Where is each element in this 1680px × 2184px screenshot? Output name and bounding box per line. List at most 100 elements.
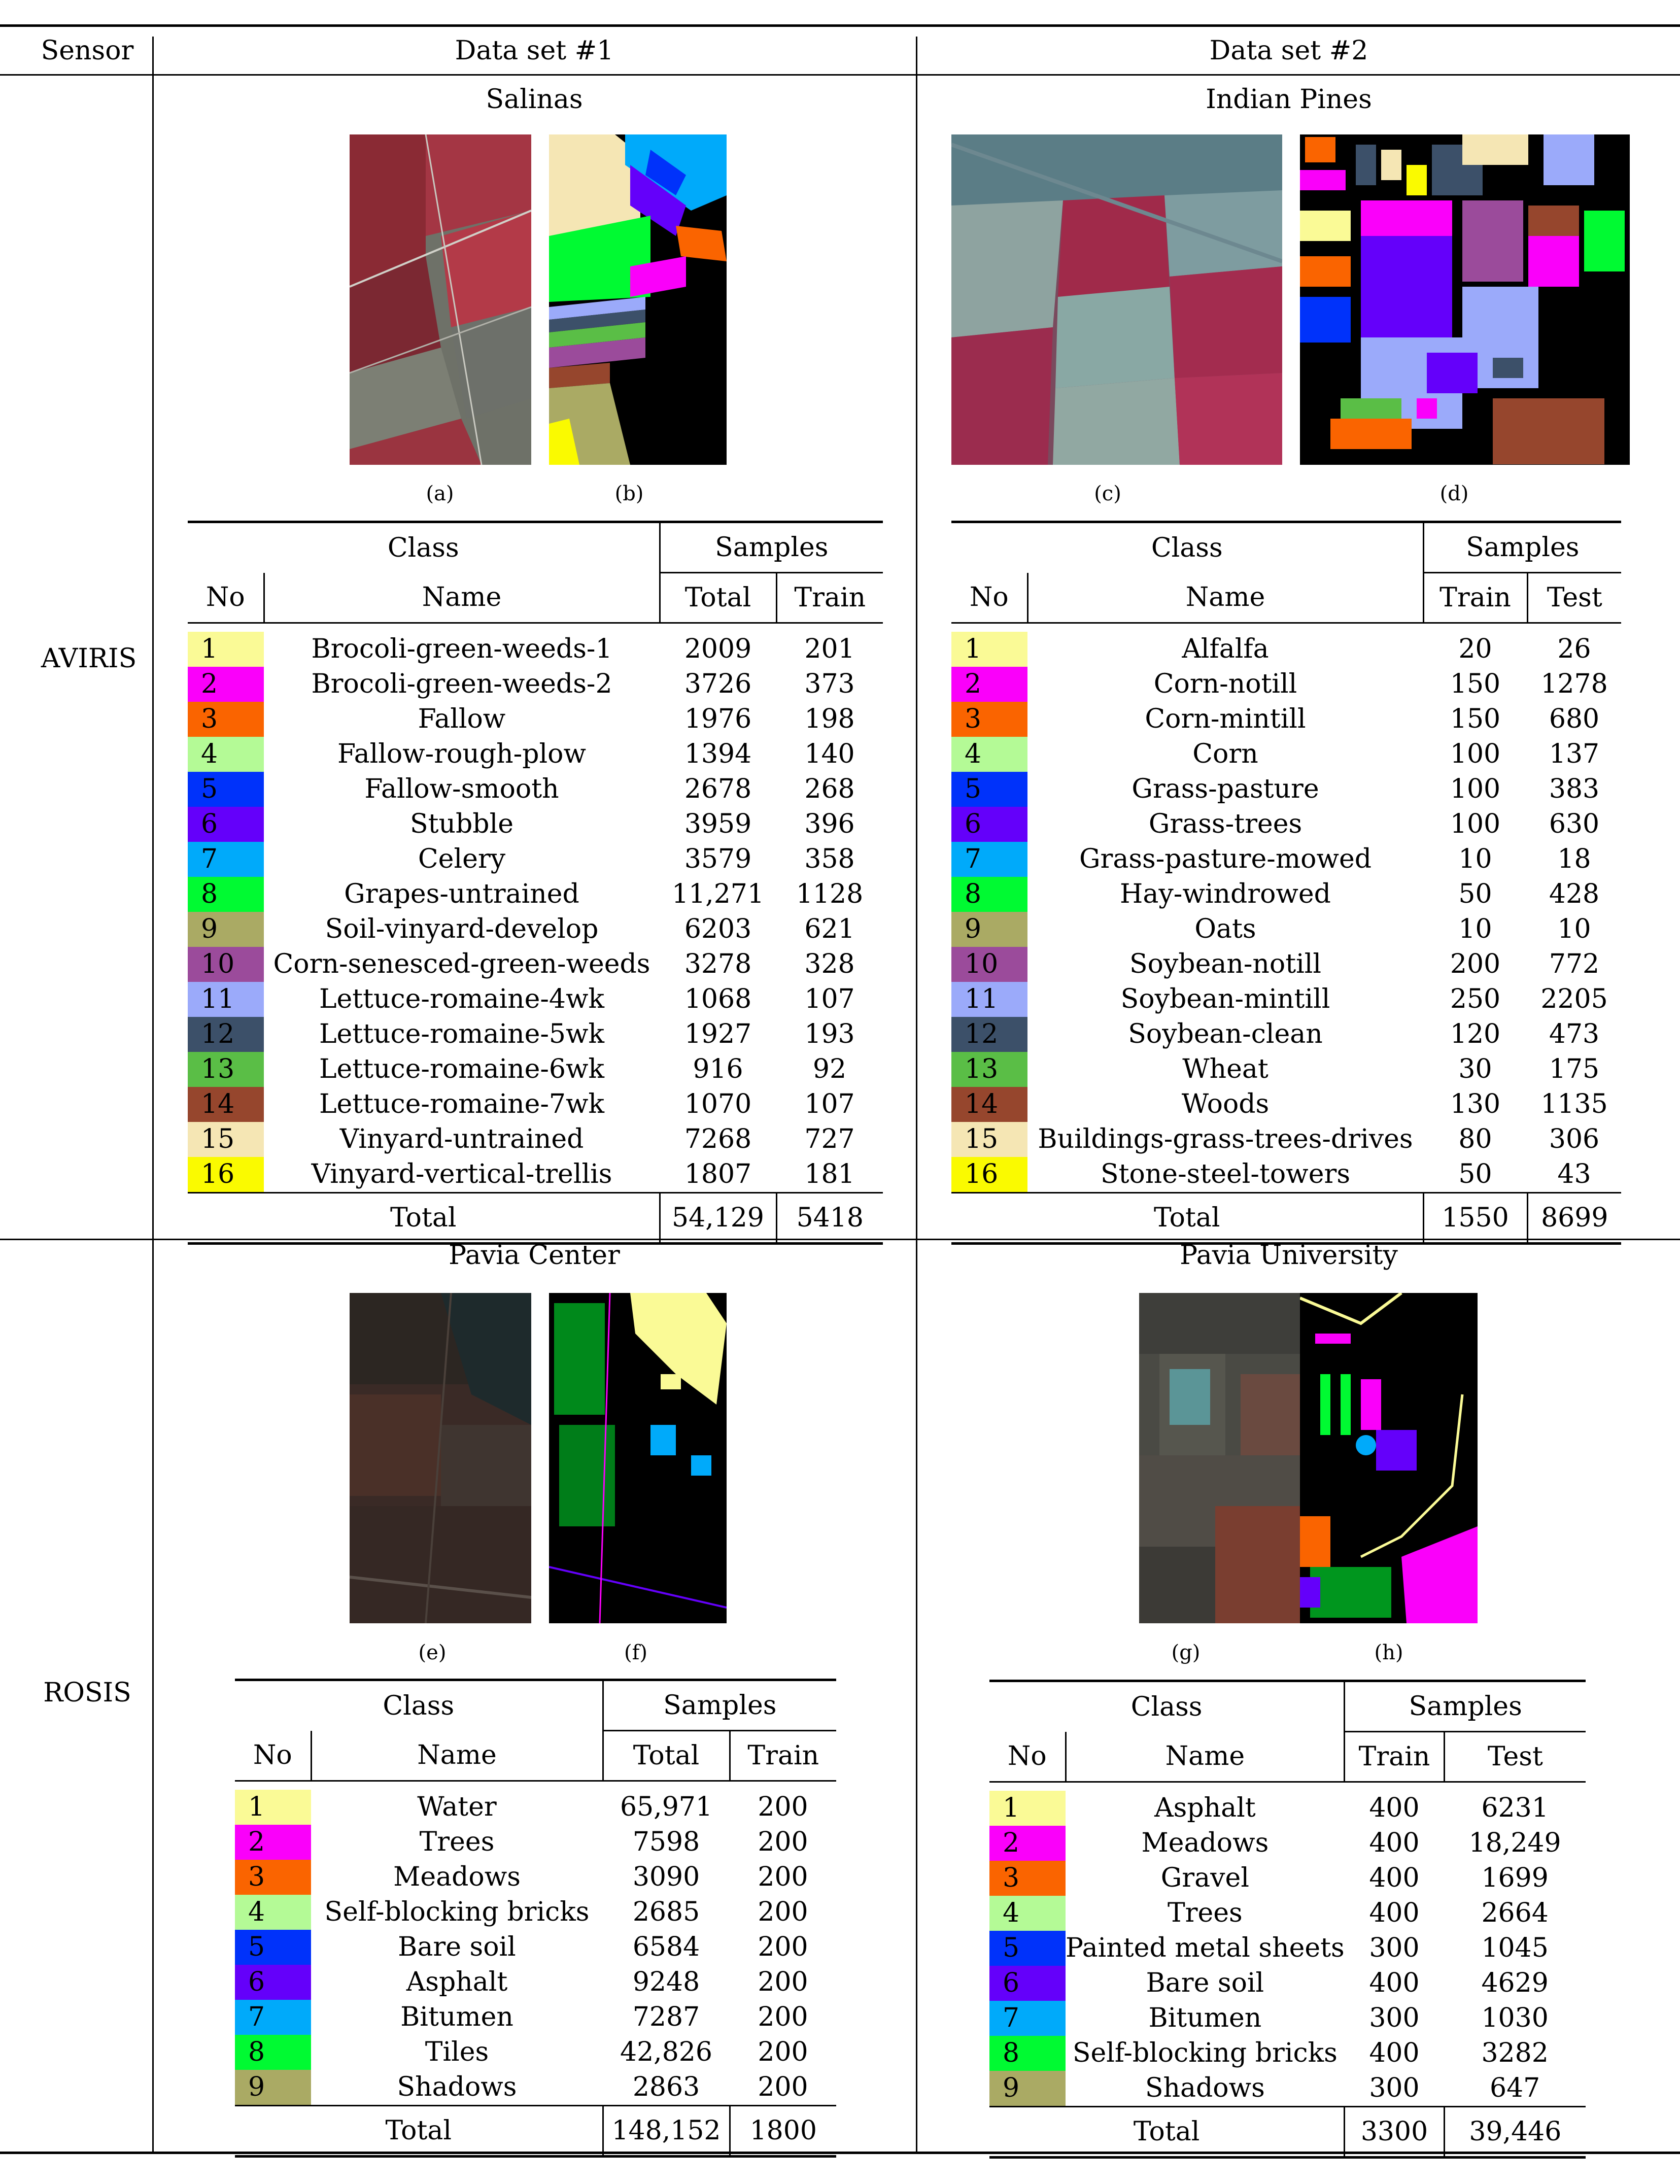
class-count-b: 727 <box>804 1124 855 1154</box>
class-swatch-number: 2 <box>235 1825 311 1860</box>
header-sensor: Sensor <box>41 36 134 66</box>
class-name: Self-blocking bricks <box>324 1897 590 1927</box>
indian-total-a: 1550 <box>1423 1192 1528 1245</box>
pavia-university-class-table: Class Samples No Name Train Test 1 Asphal… <box>989 1680 1586 2159</box>
class-color-swatch: 4 <box>989 1896 1066 1931</box>
class-count-a: 1068 <box>684 984 752 1014</box>
class-count-b: 2205 <box>1540 984 1608 1014</box>
class-count-b: 680 <box>1549 704 1600 734</box>
salinas-train-header: Train <box>794 583 866 613</box>
class-count-b: 200 <box>758 2002 808 2032</box>
class-count-b: 358 <box>804 844 855 874</box>
class-swatch-number: 14 <box>951 1087 1027 1122</box>
class-count-b: 1128 <box>796 879 864 909</box>
class-color-swatch: 9 <box>989 2071 1066 2106</box>
class-row: 14 Woods 130 1135 <box>951 1087 1621 1122</box>
class-swatch-number: 14 <box>188 1087 264 1122</box>
sensor-aviris: AVIRIS <box>41 643 137 674</box>
class-swatch-number: 8 <box>188 877 264 912</box>
class-count-b: 175 <box>1549 1054 1600 1084</box>
indian-class-header: Class <box>951 521 1424 573</box>
class-count-b: 200 <box>758 2072 808 2102</box>
class-count-b: 200 <box>758 2037 808 2067</box>
salinas-class-header: Class <box>188 521 661 573</box>
paviau-name-header: Name <box>1066 1731 1346 1782</box>
class-swatch-number: 10 <box>188 947 264 982</box>
class-count-b: 428 <box>1549 879 1600 909</box>
class-color-swatch: 9 <box>235 2070 311 2105</box>
class-count-a: 7598 <box>632 1827 700 1857</box>
class-swatch-number: 8 <box>951 877 1027 912</box>
class-count-a: 400 <box>1369 1968 1420 1998</box>
class-row: 8 Self-blocking bricks 400 3282 <box>989 2036 1586 2071</box>
pavia-university-title: Pavia University <box>1180 1240 1398 1271</box>
pavia-university-ground-truth-image <box>1300 1293 1478 1623</box>
class-swatch-number: 5 <box>951 772 1027 807</box>
class-color-swatch: 11 <box>188 982 264 1017</box>
class-count-a: 6584 <box>632 1932 700 1962</box>
class-row: 3 Fallow 1976 198 <box>188 702 883 737</box>
class-swatch-number: 6 <box>989 1966 1066 2001</box>
paviac-total-header: Total <box>603 1730 731 1781</box>
class-name: Grass-pasture-mowed <box>1079 844 1372 874</box>
class-swatch-number: 3 <box>188 702 264 737</box>
class-count-a: 2863 <box>632 2072 700 2102</box>
class-row: 14 Lettuce-romaine-7wk 1070 107 <box>188 1087 883 1122</box>
class-count-b: 630 <box>1549 809 1600 839</box>
class-color-swatch: 1 <box>235 1790 311 1825</box>
salinas-title: Salinas <box>486 84 583 115</box>
paviac-class-header: Class <box>235 1679 604 1731</box>
class-count-a: 80 <box>1458 1124 1492 1154</box>
indian-samples-header: Samples <box>1423 521 1621 573</box>
class-count-b: 6231 <box>1444 1781 1586 1826</box>
class-color-swatch: 11 <box>951 982 1027 1017</box>
class-count-b: 107 <box>804 984 855 1014</box>
class-color-swatch: 3 <box>188 702 264 737</box>
class-count-a: 10 <box>1458 914 1492 944</box>
indian-pines-class-table: Class Samples No Name Train Test 1 Alfalf… <box>951 521 1621 1245</box>
dataset-column-divider <box>916 37 917 2152</box>
class-color-swatch: 3 <box>951 702 1027 737</box>
class-count-b: 383 <box>1549 774 1600 804</box>
class-color-swatch: 5 <box>188 772 264 807</box>
class-row: 2 Meadows 400 18,249 <box>989 1826 1586 1861</box>
salinas-false-color-image <box>350 134 531 465</box>
class-name: Soybean-mintill <box>1120 984 1330 1014</box>
class-count-b: 198 <box>804 704 855 734</box>
class-row: 3 Corn-mintill 150 680 <box>951 702 1621 737</box>
class-swatch-number: 12 <box>188 1017 264 1052</box>
class-count-b: 1045 <box>1481 1933 1549 1963</box>
class-count-b: 200 <box>758 1897 808 1927</box>
class-name: Hay-windrowed <box>1120 879 1331 909</box>
paviac-train-header: Train <box>747 1741 819 1771</box>
class-name: Lettuce-romaine-7wk <box>319 1089 605 1119</box>
indian-pines-title: Indian Pines <box>1206 84 1372 115</box>
class-count-b: 107 <box>804 1089 855 1119</box>
class-name: Fallow-rough-plow <box>337 739 586 769</box>
caption-g: (g) <box>1171 1641 1201 1664</box>
class-count-a: 150 <box>1450 669 1501 699</box>
class-name: Soybean-notill <box>1129 949 1321 979</box>
class-count-a: 3278 <box>684 949 752 979</box>
class-count-a: 150 <box>1450 704 1501 734</box>
salinas-no-header: No <box>188 572 265 623</box>
class-row: 13 Lettuce-romaine-6wk 916 92 <box>188 1052 883 1087</box>
class-color-swatch: 7 <box>235 2000 311 2035</box>
class-count-a: 300 <box>1369 2073 1420 2103</box>
class-color-swatch: 15 <box>188 1122 264 1157</box>
class-name: Brocoli-green-weeds-2 <box>311 669 612 699</box>
class-color-swatch: 1 <box>989 1791 1066 1826</box>
class-color-swatch: 10 <box>951 947 1027 982</box>
class-count-b: 18 <box>1557 844 1591 874</box>
class-swatch-number: 1 <box>188 622 264 667</box>
class-count-a: 50 <box>1458 1159 1492 1189</box>
top-rule <box>0 24 1680 27</box>
class-count-b: 201 <box>776 622 883 667</box>
class-count-b: 621 <box>804 914 855 944</box>
class-count-a: 3959 <box>684 809 752 839</box>
class-count-a: 400 <box>1369 1898 1420 1928</box>
class-swatch-number: 4 <box>235 1895 311 1930</box>
class-row: 15 Vinyard-untrained 7268 727 <box>188 1122 883 1157</box>
class-name: Corn-notill <box>1153 669 1297 699</box>
class-row: 4 Fallow-rough-plow 1394 140 <box>188 737 883 772</box>
